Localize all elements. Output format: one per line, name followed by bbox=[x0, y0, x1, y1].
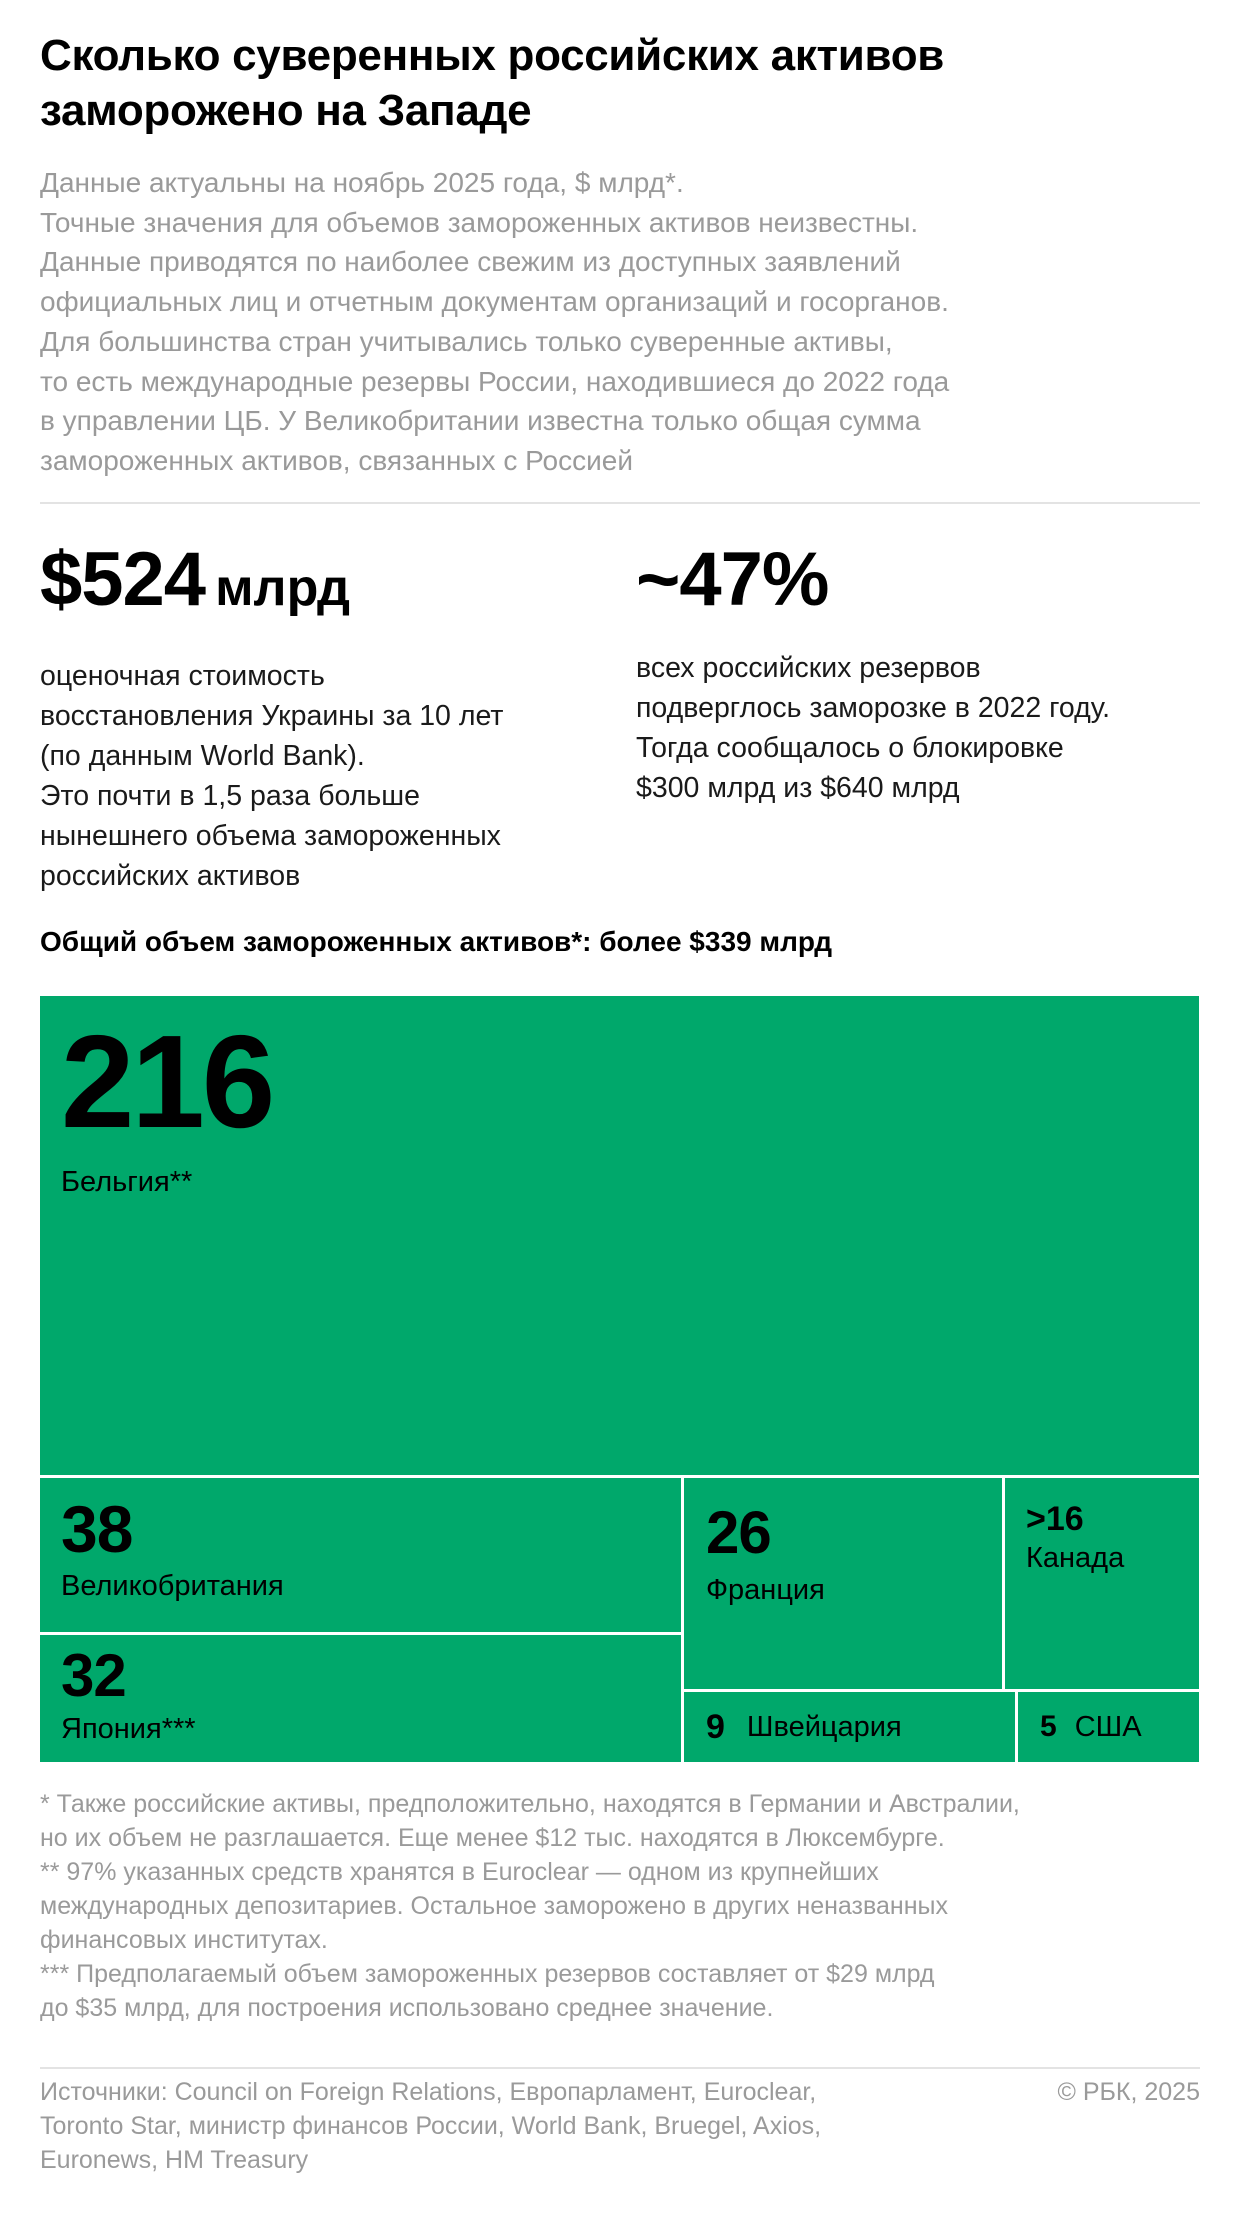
stat-text-line: $300 млрд из $640 млрд bbox=[636, 772, 960, 804]
stat-text-line: оценочная стоимость bbox=[40, 660, 325, 692]
sources: Источники: Council on Foreign Relations,… bbox=[40, 2075, 980, 2177]
stat-text-line: восстановления Украины за 10 лет bbox=[40, 700, 504, 732]
page-title: Сколько суверенных российских активов за… bbox=[40, 28, 1200, 138]
description-line: Данные приводятся по наиболее свежим из … bbox=[40, 246, 901, 278]
stat-value: $524 млрд bbox=[40, 540, 600, 628]
sources-line: Euronews, HM Treasury bbox=[40, 2146, 309, 2174]
stat-description: оценочная стоимость восстановления Украи… bbox=[40, 656, 600, 896]
tile-france: 26 Франция bbox=[684, 1478, 1002, 1689]
footnote-line: но их объем не разглашается. Еще менее $… bbox=[40, 1824, 945, 1852]
title-line-2: заморожено на Западе bbox=[40, 86, 532, 135]
divider-bottom bbox=[40, 2067, 1200, 2069]
description-line: официальных лиц и отчетным документам ор… bbox=[40, 286, 949, 318]
tile-japan: 32 Япония*** bbox=[40, 1635, 681, 1762]
divider-top bbox=[40, 502, 1200, 504]
tile-label: Великобритания bbox=[61, 1570, 284, 1602]
tile-switzerland: 9 Швейцария bbox=[684, 1692, 1015, 1762]
tile-value: 26 bbox=[706, 1499, 772, 1566]
stat-reconstruction-cost: $524 млрд оценочная стоимость восстановле… bbox=[40, 540, 600, 896]
title-line-1: Сколько суверенных российских активов bbox=[40, 31, 945, 80]
footnote-line: * Также российские активы, предположител… bbox=[40, 1790, 1020, 1818]
footnote-line: международных депозитариев. Остальное за… bbox=[40, 1892, 949, 1920]
description-line: замороженных активов, связанных с Россие… bbox=[40, 444, 633, 476]
footnote-line: до $35 млрд, для построения использовано… bbox=[40, 1994, 774, 2022]
stat-text-line: нынешнего объема замороженных bbox=[40, 820, 501, 852]
tile-value: 9 bbox=[706, 1707, 725, 1746]
stat-number: ~47% bbox=[636, 537, 829, 622]
copyright: © РБК, 2025 bbox=[1057, 2078, 1200, 2106]
description: Данные актуальны на ноябрь 2025 года, $ … bbox=[40, 163, 1200, 481]
stat-frozen-share: ~47% всех российских резервов подверглос… bbox=[636, 540, 1200, 808]
footnote-line: *** Предполагаемый объем замороженных ре… bbox=[40, 1960, 935, 1988]
tile-label: Франция bbox=[706, 1574, 825, 1606]
description-line: в управлении ЦБ. У Великобритании извест… bbox=[40, 405, 921, 437]
stat-unit: млрд bbox=[215, 559, 351, 617]
stat-text-line: Это почти в 1,5 раза больше bbox=[40, 780, 420, 812]
tile-value: 38 bbox=[61, 1492, 133, 1566]
tile-value: 32 bbox=[61, 1642, 127, 1709]
stat-text-line: Тогда сообщалось о блокировке bbox=[636, 732, 1064, 764]
stat-value: ~47% bbox=[636, 540, 1200, 620]
description-line: Данные актуальны на ноябрь 2025 года, $ … bbox=[40, 167, 684, 198]
tile-belgium: 216 Бельгия** bbox=[40, 996, 1199, 1475]
stat-text-line: всех российских резервов bbox=[636, 652, 981, 684]
tile-usa: 5 США bbox=[1018, 1692, 1199, 1762]
footnotes: * Также российские активы, предположител… bbox=[40, 1787, 1200, 2025]
tile-label: Бельгия** bbox=[61, 1166, 193, 1198]
stat-text-line: подверглось заморозке в 2022 году. bbox=[636, 692, 1111, 724]
tile-value: 5 bbox=[1040, 1710, 1057, 1743]
footnote-line: ** 97% указанных средств хранятся в Euro… bbox=[40, 1858, 879, 1886]
sources-line: Toronto Star, министр финансов России, W… bbox=[40, 2112, 822, 2140]
tile-uk: 38 Великобритания bbox=[40, 1478, 681, 1632]
chart-title: Общий объем замороженных активов*: более… bbox=[40, 926, 833, 957]
tile-label: Швейцария bbox=[746, 1710, 902, 1743]
sources-line: Источники: Council on Foreign Relations,… bbox=[40, 2078, 817, 2106]
stat-text-line: российских активов bbox=[40, 860, 301, 892]
tile-canada: >16 Канада bbox=[1005, 1478, 1199, 1689]
stat-number: $524 bbox=[40, 537, 206, 622]
footnote-line: финансовых институтах. bbox=[40, 1926, 328, 1954]
tile-label: США bbox=[1074, 1710, 1142, 1743]
tile-label: Канада bbox=[1026, 1542, 1125, 1574]
tile-label: Япония*** bbox=[61, 1713, 196, 1745]
description-line: то есть международные резервы России, на… bbox=[40, 365, 950, 397]
stat-description: всех российских резервов подверглось зам… bbox=[636, 648, 1200, 808]
tile-value: 216 bbox=[61, 1008, 275, 1155]
stat-text-line: (по данным World Bank). bbox=[40, 740, 365, 772]
tile-value: >16 bbox=[1026, 1500, 1084, 1538]
description-line: Точные значения для объемов замороженных… bbox=[40, 206, 919, 238]
description-line: Для большинства стран учитывались только… bbox=[40, 325, 893, 357]
